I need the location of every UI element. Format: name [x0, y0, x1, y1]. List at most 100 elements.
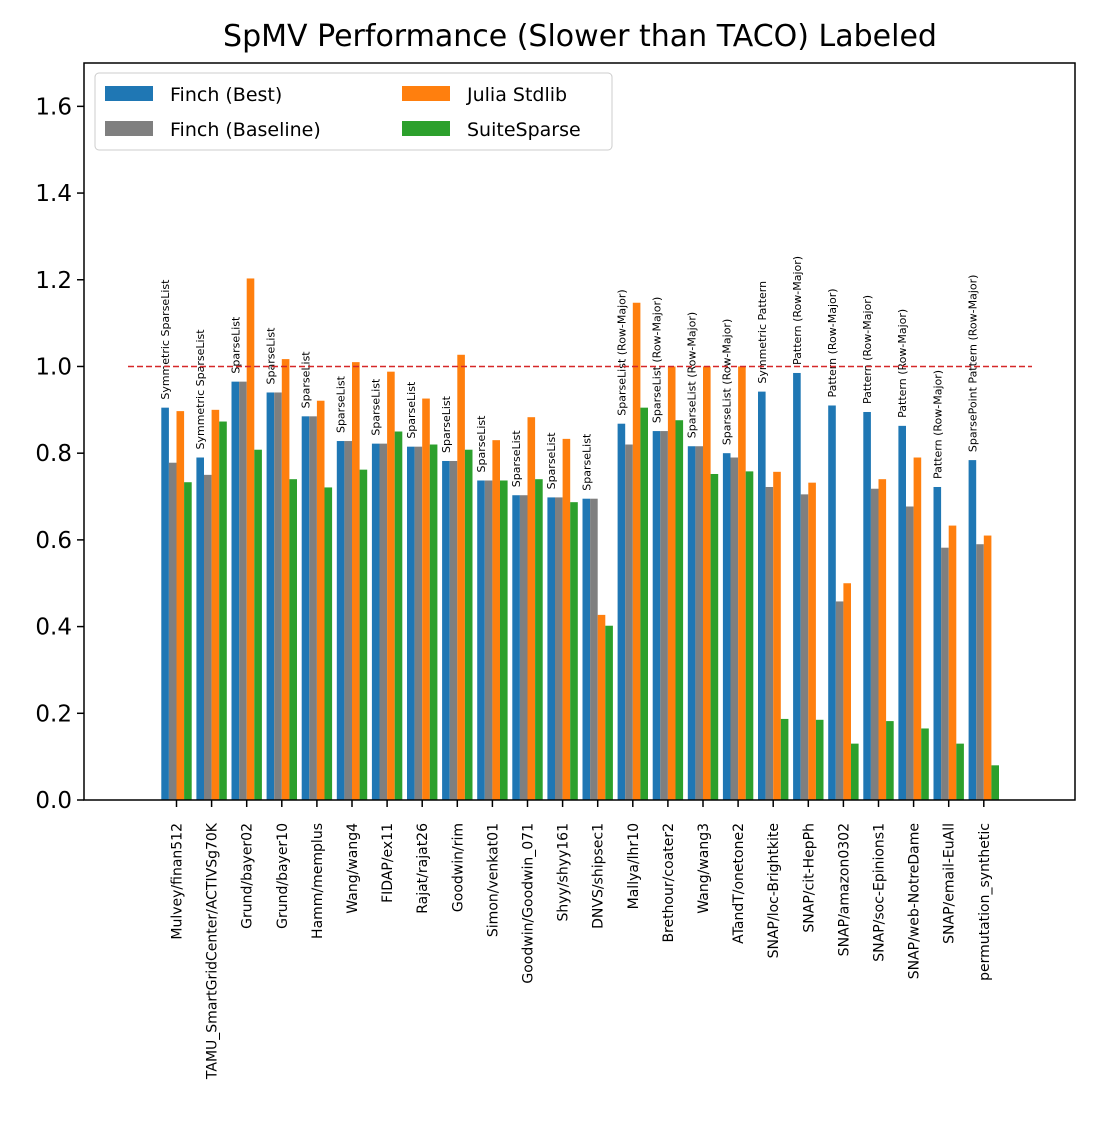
bar-finch-best--21: [898, 425, 906, 800]
x-tick-label-5: Wang/wang4: [345, 823, 361, 914]
legend-box: [94, 72, 613, 151]
x-tick-label-18: SNAP/cit-HepPh: [801, 823, 817, 933]
bar-finch-best--3: [266, 392, 275, 800]
bar-suitesparse-3: [289, 479, 297, 800]
bar-suitesparse-7: [429, 444, 438, 800]
bar-finch-best--20: [863, 411, 871, 800]
bar-suitesparse-1: [219, 421, 227, 800]
bar-finch-best--1: [196, 457, 204, 800]
x-tick-label-12: DNVS/shipsec1: [591, 823, 607, 929]
bar-finch-baseline--10: [519, 495, 528, 800]
bar-julia-stdlib-0: [176, 411, 185, 800]
y-tick-label-6: 1.2: [35, 268, 72, 294]
bar-julia-stdlib-15: [703, 366, 711, 800]
bar-finch-baseline--6: [379, 443, 388, 800]
bar-suitesparse-12: [605, 625, 613, 800]
bar-label-6: SparseList: [370, 378, 383, 436]
legend: Finch (Best) Finch (Baseline) Julia Stdlib…: [94, 72, 613, 151]
bar-julia-stdlib-16: [738, 366, 746, 800]
bar-finch-best--12: [582, 498, 591, 800]
bar-julia-stdlib-5: [352, 362, 360, 800]
legend-swatch-1: [105, 121, 153, 136]
bar-suitesparse-17: [780, 718, 789, 800]
bar-finch-best--13: [617, 423, 626, 800]
legend-swatch-3: [402, 121, 450, 136]
bar-suitesparse-2: [254, 449, 262, 800]
bar-suitesparse-6: [394, 431, 403, 800]
bar-finch-best--7: [407, 446, 415, 800]
y-tick-label-2: 0.4: [35, 615, 72, 641]
bar-finch-best--11: [547, 497, 555, 800]
bar-finch-baseline--22: [941, 547, 949, 800]
x-tick-label-9: Simon/venkat01: [485, 823, 501, 937]
y-tick-label-1: 0.2: [35, 701, 72, 727]
y-axis: 0.0 0.2 0.4 0.6 0.8 1.0 1.2 1.4 1.6: [35, 94, 84, 814]
bar-label-3: SparseList: [264, 327, 277, 385]
x-tick-label-10: Goodwin/Goodwin_071: [521, 823, 537, 984]
bar-finch-best--6: [371, 443, 380, 800]
bar-finch-best--16: [722, 453, 731, 800]
bar-finch-baseline--12: [590, 498, 598, 800]
bar-finch-baseline--0: [168, 462, 177, 800]
legend-label-1: Finch (Baseline): [170, 119, 321, 141]
bar-label-4: SparseList: [300, 351, 313, 409]
y-tick-label-5: 1.0: [35, 354, 72, 380]
y-tick-label-7: 1.4: [35, 181, 72, 207]
bar-finch-baseline--2: [239, 381, 247, 800]
bar-finch-best--23: [968, 460, 977, 800]
bar-label-23: SparsePoint Pattern (Row-Major): [966, 275, 979, 453]
y-tick-label-8: 1.6: [35, 94, 72, 120]
x-tick-label-6: FIDAP/ex11: [380, 823, 396, 903]
bar-label-14: SparseList (Row-Major): [651, 297, 664, 423]
bar-julia-stdlib-17: [773, 471, 781, 800]
bar-label-8: SparseList: [440, 395, 453, 453]
bar-label-18: Pattern (Row-Major): [791, 256, 804, 365]
legend-label-0: Finch (Best): [170, 84, 282, 106]
bar-julia-stdlib-6: [387, 371, 395, 800]
bar-finch-best--10: [512, 495, 520, 800]
bar-label-7: SparseList: [405, 381, 418, 439]
bar-finch-baseline--8: [449, 460, 458, 800]
bar-julia-stdlib-22: [948, 525, 957, 800]
bar-julia-stdlib-23: [983, 535, 992, 800]
bar-label-0: Symmetric SparseList: [159, 279, 172, 400]
bar-suitesparse-11: [570, 502, 578, 800]
bar-julia-stdlib-9: [492, 440, 500, 800]
bar-suitesparse-9: [500, 480, 508, 800]
bar-finch-baseline--11: [555, 497, 563, 800]
plot-frame: [83, 62, 1076, 801]
x-tick-label-11: Shyy/shyy161: [556, 823, 572, 922]
bar-suitesparse-5: [359, 469, 368, 800]
bar-julia-stdlib-12: [597, 614, 606, 800]
bar-label-19: Pattern (Row-Major): [826, 288, 839, 397]
bar-suitesparse-8: [464, 449, 473, 800]
bar-finch-best--15: [687, 446, 696, 800]
bar-label-5: SparseList: [335, 375, 348, 433]
bar-finch-best--18: [793, 372, 801, 800]
x-tick-label-23: permutation_synthetic: [977, 823, 993, 981]
bar-label-15: SparseList (Row-Major): [686, 312, 699, 438]
bars-layer: [161, 278, 999, 801]
bar-label-1: Symmetric SparseList: [194, 329, 207, 450]
bar-julia-stdlib-11: [562, 438, 571, 800]
x-tick-label-15: Wang/wang3: [696, 823, 712, 914]
bar-finch-best--2: [231, 381, 240, 800]
bar-label-21: Pattern (Row-Major): [896, 309, 909, 418]
bar-finch-best--22: [933, 486, 942, 800]
bar-label-20: Pattern (Row-Major): [861, 295, 874, 404]
bar-finch-best--8: [442, 460, 450, 800]
bar-finch-baseline--7: [414, 446, 423, 800]
bar-julia-stdlib-21: [913, 457, 922, 800]
bar-finch-baseline--20: [870, 488, 879, 800]
bar-finch-baseline--23: [976, 544, 984, 800]
bar-label-13: SparseList (Row-Major): [615, 289, 628, 415]
x-tick-label-3: Grund/bayer10: [275, 823, 291, 929]
bar-label-16: SparseList (Row-Major): [721, 319, 734, 445]
x-tick-label-1: TAMU_SmartGridCenter/ACTIVSg70K: [205, 822, 221, 1080]
bar-finch-best--0: [161, 407, 169, 800]
bar-label-11: SparseList: [545, 432, 558, 490]
bar-finch-best--17: [758, 391, 766, 800]
bar-suitesparse-14: [675, 420, 684, 800]
bar-suitesparse-13: [640, 407, 648, 800]
